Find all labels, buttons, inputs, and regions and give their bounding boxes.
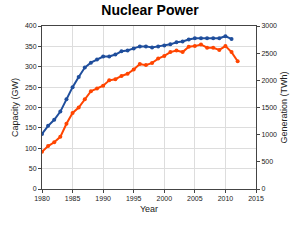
svg-text:Nuclear Power: Nuclear Power (101, 2, 199, 18)
svg-text:250: 250 (25, 84, 37, 91)
svg-text:1990: 1990 (95, 195, 111, 202)
svg-text:100: 100 (25, 145, 37, 152)
svg-text:3000: 3000 (261, 22, 277, 29)
svg-text:2010: 2010 (218, 195, 234, 202)
svg-text:2000: 2000 (157, 195, 173, 202)
svg-text:2015: 2015 (248, 195, 264, 202)
svg-text:300: 300 (25, 63, 37, 70)
svg-text:0: 0 (33, 185, 37, 192)
svg-text:1980: 1980 (34, 195, 50, 202)
svg-text:400: 400 (25, 22, 37, 29)
svg-text:2500: 2500 (261, 50, 277, 57)
svg-text:Generation (TWh): Generation (TWh) (279, 71, 289, 143)
svg-text:1995: 1995 (126, 195, 142, 202)
svg-text:500: 500 (261, 158, 273, 165)
svg-text:2005: 2005 (187, 195, 203, 202)
svg-text:Capacity (GW): Capacity (GW) (10, 78, 20, 137)
svg-text:1000: 1000 (261, 131, 277, 138)
svg-text:200: 200 (25, 104, 37, 111)
svg-text:0: 0 (261, 185, 265, 192)
svg-text:Year: Year (140, 204, 158, 214)
svg-text:350: 350 (25, 43, 37, 50)
svg-text:50: 50 (29, 165, 37, 172)
svg-text:2000: 2000 (261, 77, 277, 84)
svg-text:1985: 1985 (65, 195, 81, 202)
svg-text:1500: 1500 (261, 104, 277, 111)
svg-text:150: 150 (25, 124, 37, 131)
